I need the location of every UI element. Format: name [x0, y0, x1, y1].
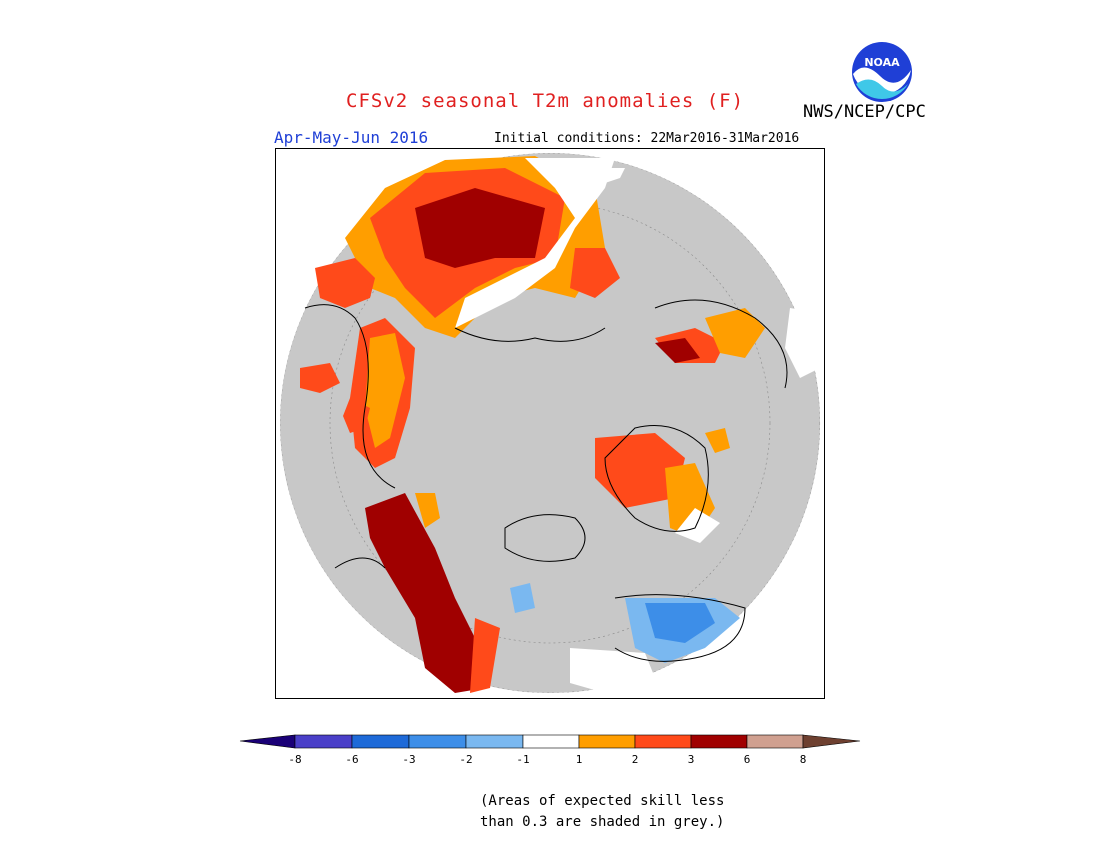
coastlines — [304, 299, 788, 662]
skill-note: (Areas of expected skill less than 0.3 a… — [480, 791, 724, 833]
legend-tick-label: 6 — [744, 753, 751, 766]
map-title: CFSv2 seasonal T2m anomalies (F) — [346, 90, 745, 112]
white-region-east-siberia — [455, 158, 615, 328]
legend-arrow-right — [802, 734, 861, 749]
season-label: Apr-May-Jun 2016 — [274, 128, 429, 147]
legend-tick-label: 8 — [800, 753, 807, 766]
legend-box — [746, 734, 804, 749]
anomaly-region-alaska-orange — [705, 308, 765, 358]
anomaly-region-siberia-darkred — [415, 188, 545, 268]
initial-conditions-label: Initial conditions: 22Mar2016-31Mar2016 — [494, 131, 800, 146]
noaa-logo-text: NOAA — [864, 56, 900, 69]
legend-tick-label: 1 — [576, 753, 583, 766]
white-region-bering — [785, 308, 820, 378]
white-region-south-america — [570, 648, 655, 693]
legend-box — [351, 734, 410, 749]
anomaly-region-africa-orange — [415, 493, 440, 528]
legend-tick-label: 3 — [688, 753, 695, 766]
legend-tick-label: -3 — [402, 753, 415, 766]
anomaly-region-east-asia — [570, 248, 620, 298]
map-outside-area — [275, 148, 825, 699]
organization-label: NWS/NCEP/CPC — [803, 102, 926, 122]
anomaly-region-greenland-red — [595, 433, 685, 508]
anomaly-region-europe-red — [315, 258, 375, 308]
legend-tick-label: -6 — [345, 753, 358, 766]
skill-note-line: (Areas of expected skill less — [480, 793, 725, 809]
polar-map — [275, 148, 825, 699]
legend-tick-label: -8 — [288, 753, 301, 766]
anomaly-region-spain — [300, 363, 340, 393]
anomaly-region-alaska-darkred — [655, 338, 700, 363]
skill-note-line: than 0.3 are shaded in grey.) — [480, 814, 725, 830]
anomaly-region-south-america-blue — [645, 603, 715, 643]
legend-box — [634, 734, 692, 749]
legend-box — [408, 734, 467, 749]
legend-tick-label: 2 — [632, 753, 639, 766]
anomaly-region-scandinavia-orange — [365, 333, 405, 448]
anomaly-region-africa-red — [470, 618, 500, 693]
white-region-top-right — [595, 168, 625, 183]
color-legend: -8 -6 -3 -2 -1 1 2 3 6 8 — [239, 734, 861, 766]
legend-box — [578, 734, 636, 749]
anomaly-region-caribbean-blue — [510, 583, 535, 613]
legend-box — [522, 734, 580, 749]
legend-box — [294, 734, 353, 749]
legend-tick-label: -2 — [459, 753, 472, 766]
anomaly-region-africa-darkred — [365, 493, 485, 693]
legend-arrow-left — [239, 734, 296, 749]
white-region-greenland — [675, 508, 720, 543]
legend-box — [690, 734, 748, 749]
noaa-logo: NOAA — [852, 42, 912, 102]
anomaly-region-canada-orange — [705, 428, 730, 453]
legend-box — [465, 734, 524, 749]
legend-tick-label: -1 — [516, 753, 529, 766]
